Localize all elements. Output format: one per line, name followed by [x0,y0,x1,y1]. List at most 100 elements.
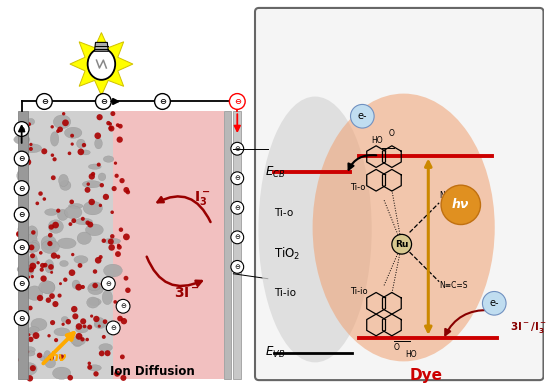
Circle shape [119,178,124,183]
Text: O: O [394,343,400,352]
Circle shape [66,319,71,325]
Text: ⊖: ⊖ [41,97,48,106]
Circle shape [54,338,58,342]
Text: ⊖: ⊖ [120,303,126,309]
FancyBboxPatch shape [255,8,544,380]
Text: ⊖: ⊖ [234,264,240,270]
Circle shape [81,285,85,289]
Circle shape [31,230,35,235]
Circle shape [231,201,244,214]
Circle shape [115,251,121,257]
Circle shape [91,172,95,176]
Circle shape [75,284,82,291]
Ellipse shape [18,225,28,234]
Circle shape [61,323,65,326]
Circle shape [108,126,113,130]
Circle shape [112,186,117,191]
Circle shape [80,337,85,341]
Circle shape [93,269,97,274]
Circle shape [20,113,23,116]
Circle shape [28,306,33,310]
Polygon shape [70,32,133,95]
Ellipse shape [17,265,33,274]
Circle shape [77,263,82,268]
Circle shape [14,181,29,196]
Circle shape [62,119,69,126]
Circle shape [97,163,101,167]
Ellipse shape [103,264,122,277]
Circle shape [231,172,244,185]
Circle shape [30,365,36,371]
Circle shape [114,174,119,178]
Circle shape [59,354,64,360]
Circle shape [19,222,24,227]
Circle shape [392,234,411,254]
Text: Ion Diffusion: Ion Diffusion [110,365,195,378]
Circle shape [110,234,114,239]
Text: N≡C=S: N≡C=S [439,281,468,290]
Circle shape [71,306,77,312]
Ellipse shape [27,328,36,335]
Text: $E_{CB}$: $E_{CB}$ [265,165,285,180]
Ellipse shape [50,132,59,146]
Circle shape [28,267,34,273]
Ellipse shape [58,209,68,221]
Circle shape [38,191,43,196]
Ellipse shape [95,317,105,328]
Text: ⊖: ⊖ [234,175,240,181]
Circle shape [49,293,55,299]
Circle shape [120,355,125,359]
Circle shape [40,267,44,272]
Ellipse shape [27,118,35,125]
Circle shape [231,142,244,155]
Ellipse shape [69,203,83,209]
Circle shape [113,300,117,304]
Circle shape [30,275,34,278]
Ellipse shape [75,218,92,225]
Ellipse shape [57,238,76,249]
Ellipse shape [41,281,55,294]
Circle shape [482,292,506,315]
Circle shape [81,217,85,221]
Circle shape [48,264,54,270]
Circle shape [58,294,61,298]
Circle shape [71,142,74,146]
Circle shape [80,318,86,325]
Circle shape [116,123,119,127]
Circle shape [101,281,107,287]
Circle shape [15,247,21,253]
Ellipse shape [41,240,59,253]
Circle shape [85,338,89,341]
Circle shape [123,233,130,240]
Circle shape [99,350,105,356]
Polygon shape [95,42,108,51]
Ellipse shape [40,356,49,361]
Circle shape [49,224,54,230]
Ellipse shape [88,285,100,291]
Circle shape [70,134,74,138]
Ellipse shape [98,173,106,181]
Text: ⊖: ⊖ [18,154,25,163]
Ellipse shape [83,201,102,215]
Circle shape [98,255,103,259]
Circle shape [26,350,29,353]
Ellipse shape [27,234,37,245]
Ellipse shape [60,180,71,190]
Circle shape [51,175,56,180]
Text: ⊖: ⊖ [18,184,25,193]
Circle shape [43,263,48,267]
Circle shape [108,122,112,126]
Circle shape [114,161,117,165]
Text: ⊖: ⊖ [18,279,25,288]
Circle shape [56,255,60,259]
Ellipse shape [59,174,69,187]
Circle shape [14,276,29,291]
Circle shape [103,194,109,200]
Ellipse shape [95,138,102,149]
Ellipse shape [88,164,101,169]
Ellipse shape [25,351,35,356]
Circle shape [76,333,82,340]
Circle shape [14,122,29,136]
Circle shape [51,253,57,259]
Circle shape [123,187,129,193]
